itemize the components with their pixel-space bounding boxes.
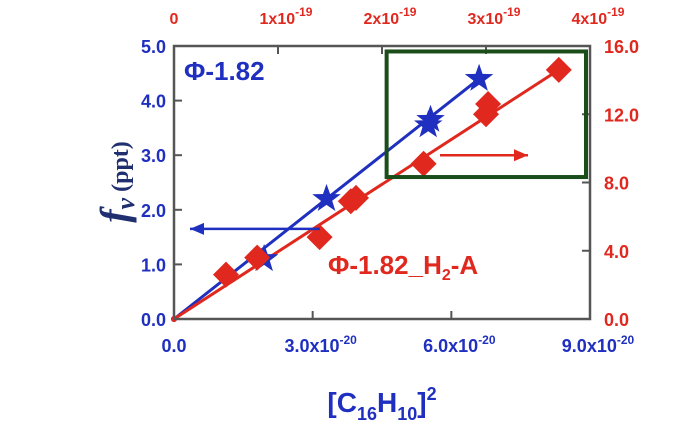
annotations <box>190 149 528 235</box>
y-left-tick-label: 3.0 <box>141 146 166 166</box>
y-left-tick-label: 1.0 <box>141 255 166 275</box>
x-top-tick-label: 3x10-19 <box>468 5 521 28</box>
arrow-right-red-head <box>514 149 528 162</box>
series-label-red: Φ-1.82_H2-A <box>328 250 478 284</box>
x-axis-label: [C16H10]2 <box>327 384 436 421</box>
data-markers <box>171 56 572 322</box>
tick-labels: 0.0 3.0x10-20 6.0x10-20 9.0x10-20 0 1x10-19 2x… <box>141 5 639 356</box>
highlight-box <box>384 49 588 180</box>
y-right-tick-label: 16.0 <box>604 37 639 57</box>
y-left-tick-label: 2.0 <box>141 201 166 221</box>
y-right-tick-label: 4.0 <box>604 242 629 262</box>
x-bottom-tick-label: 9.0x10-20 <box>562 333 635 356</box>
x-top-tick-label: 0 <box>170 11 179 28</box>
y-left-tick-label: 0.0 <box>141 310 166 330</box>
x-bottom-tick-label: 6.0x10-20 <box>423 333 496 356</box>
x-top-tick-label: 2x10-19 <box>364 5 417 28</box>
diamond-marker <box>545 56 572 83</box>
diamond-marker <box>410 150 437 177</box>
x-bottom-tick-label: 3.0x10-20 <box>284 333 357 356</box>
x-top-tick-label: 4x10-19 <box>572 5 625 28</box>
y-left-tick-label: 4.0 <box>141 92 166 112</box>
x-top-tick-label: 1x10-19 <box>260 5 313 28</box>
y-right-tick-label: 0.0 <box>604 310 629 330</box>
series-label-blue: Φ-1.82 <box>184 56 265 86</box>
y-right-tick-label: 12.0 <box>604 105 639 125</box>
star-marker <box>312 183 341 211</box>
y-axis-label: fv (ppt) <box>92 141 140 223</box>
diamond-marker <box>213 261 239 288</box>
diamond-marker <box>475 91 502 118</box>
arrow-left-blue-head <box>190 222 204 235</box>
diamond-marker <box>343 184 369 211</box>
x-bottom-tick-label: 0.0 <box>161 336 186 356</box>
star-marker <box>464 63 494 91</box>
diamond-marker <box>244 244 271 271</box>
star-marker <box>416 104 445 132</box>
y-right-tick-label: 8.0 <box>604 174 629 194</box>
diamond-marker <box>306 224 333 251</box>
y-left-tick-label: 5.0 <box>141 37 166 57</box>
